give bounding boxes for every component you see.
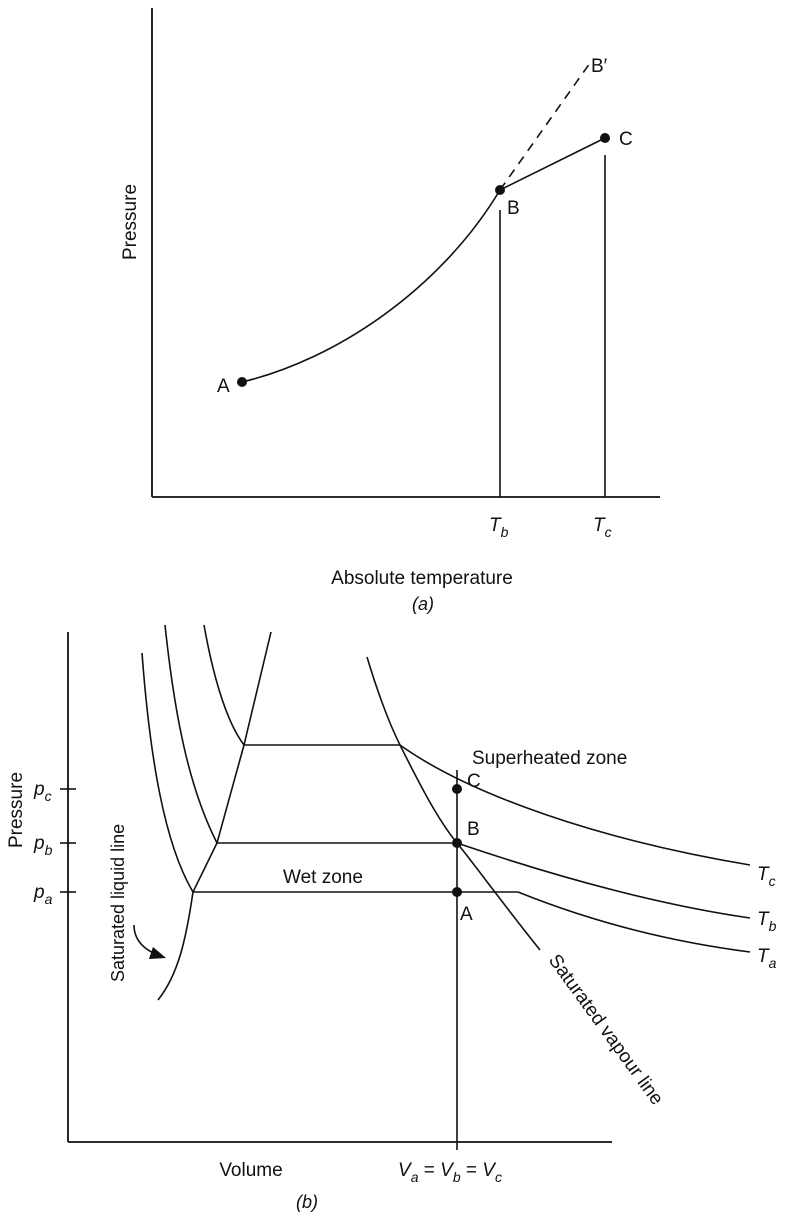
volume-va-main: V [398, 1160, 413, 1181]
volume-vb-main: V [440, 1160, 455, 1181]
tick-tc-sub: c [605, 524, 612, 540]
volume-vb-sub: b [453, 1169, 461, 1185]
superheated-zone-label: Superheated zone [472, 748, 627, 769]
volume-eq-2: = [461, 1160, 483, 1181]
isotherm-ta-vapour-branch [517, 891, 751, 953]
state-c-label: C [467, 771, 481, 792]
tick-pb-sub: b [45, 842, 53, 858]
tick-label-pc: pc [33, 779, 52, 804]
isotherm-tb-main: T [757, 909, 770, 930]
isotherm-tb-liquid-branch [164, 624, 218, 844]
point-b-prime-label: B′ [591, 56, 608, 77]
diagram-b-caption: (b) [296, 1192, 318, 1212]
tick-label-tb: Tb [489, 515, 509, 540]
tick-pa-main: p [33, 882, 45, 903]
state-c-marker [452, 784, 462, 794]
volume-eq-1: = [418, 1160, 440, 1181]
saturated-vapour-line-label: Saturated vapour line [544, 951, 667, 1109]
tick-pc-main: p [33, 779, 45, 800]
tick-label-pa: pa [33, 882, 53, 907]
state-b-label: B [467, 819, 480, 840]
isotherm-tc-label: Tc [757, 864, 776, 889]
isotherm-tb-label: Tb [757, 909, 777, 934]
tick-pa-sub: a [45, 891, 53, 907]
saturated-liquid-line [157, 631, 272, 1001]
isotherm-tc-vapour-branch [399, 744, 751, 866]
isotherm-tc-main: T [757, 864, 770, 885]
diagram-b-ylabel: Pressure [6, 772, 27, 848]
isotherm-tb-vapour-branch [456, 842, 751, 919]
isotherm-ta-main: T [757, 946, 770, 967]
superheat-line-bc [499, 137, 606, 191]
tick-label-tc: Tc [593, 515, 612, 540]
tick-pb-main: p [33, 833, 45, 854]
state-a-marker [452, 887, 462, 897]
diagram-b-xlabel: Volume [219, 1160, 282, 1181]
volume-vc-main: V [482, 1160, 497, 1181]
isotherm-tc-sub: c [769, 873, 776, 889]
tick-tb-main: T [489, 515, 502, 536]
diagram-a-xlabel: Absolute temperature [331, 568, 513, 589]
diagram-a-ylabel: Pressure [120, 184, 141, 260]
extrapolated-line-bb-prime [499, 62, 591, 191]
tick-pc-sub: c [45, 788, 52, 804]
diagram-a: Pressure Absolute temperature (a) A B B′… [120, 8, 660, 614]
isotherm-ta-liquid-branch [141, 652, 194, 893]
tick-label-pb: pb [33, 833, 53, 858]
point-b-marker [495, 185, 505, 195]
point-b-label: B [507, 198, 520, 219]
isotherm-tb-sub: b [769, 918, 777, 934]
vapour-pressure-curve [241, 189, 501, 383]
saturated-liquid-pointer-arrow [133, 924, 167, 960]
point-c-label: C [619, 129, 633, 150]
volume-vc-sub: c [495, 1169, 502, 1185]
tick-tc-main: T [593, 515, 606, 536]
diagram-b: Pressure Volume (b) pc pb pa C B A [6, 624, 777, 1212]
saturated-vapour-line [366, 656, 541, 951]
point-c-marker [600, 133, 610, 143]
volume-equality-label: Va = Vb = Vc [398, 1160, 502, 1185]
point-a-marker [237, 377, 247, 387]
state-b-marker [452, 838, 462, 848]
wet-zone-label: Wet zone [283, 867, 363, 888]
isotherm-ta-sub: a [769, 955, 777, 971]
isotherm-tc-liquid-branch [203, 624, 245, 746]
state-a-label: A [460, 904, 473, 925]
point-a-label: A [217, 376, 230, 397]
volume-va-sub: a [411, 1169, 419, 1185]
diagram-a-caption: (a) [412, 594, 434, 614]
isotherm-ta-label: Ta [757, 946, 777, 971]
tick-tb-sub: b [501, 524, 509, 540]
saturated-liquid-line-label: Saturated liquid line [108, 824, 128, 982]
